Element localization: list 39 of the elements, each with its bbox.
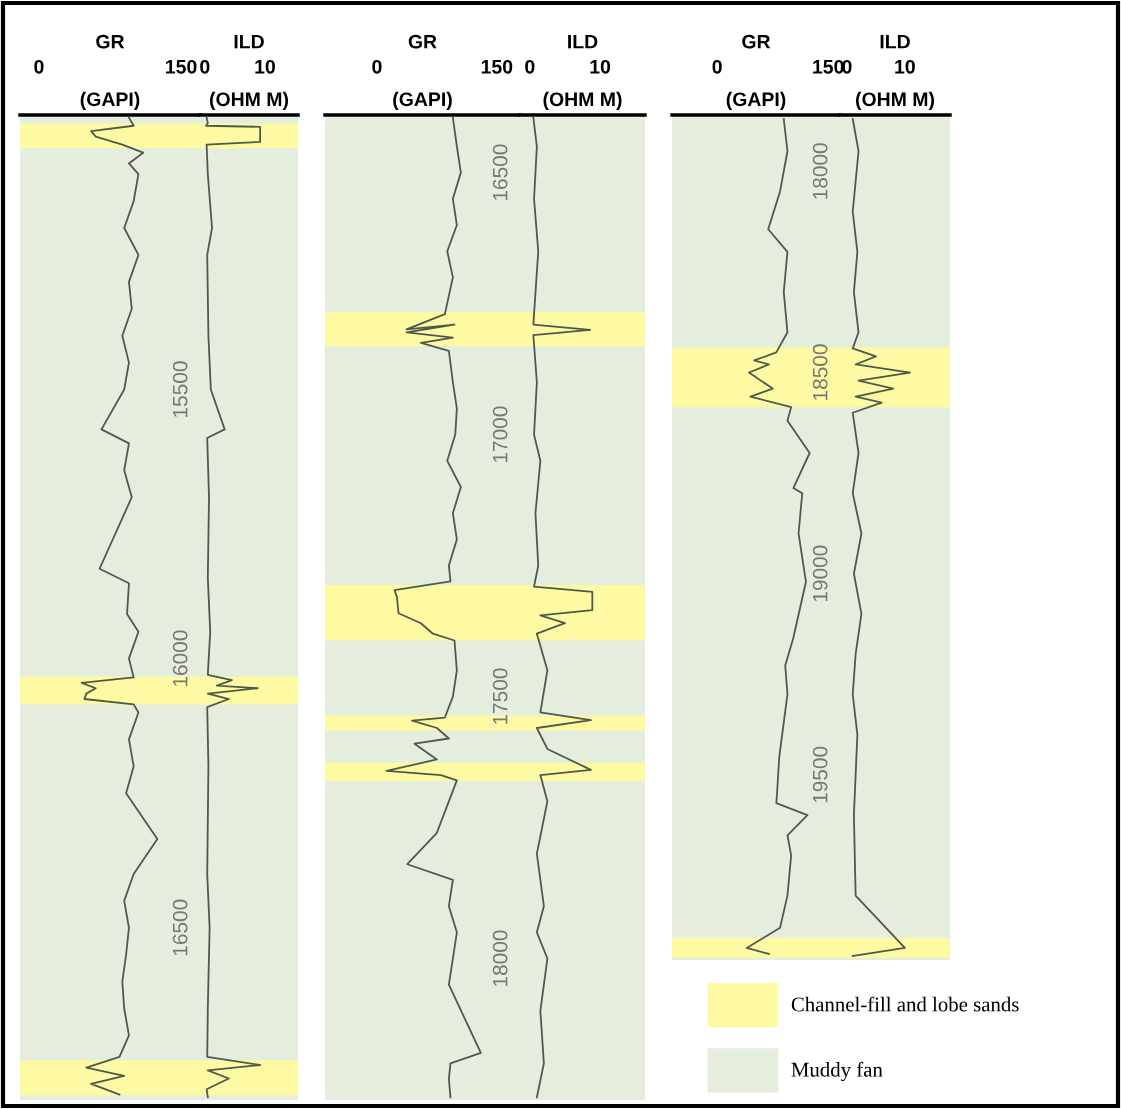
x-axis-title: (GAPI) (393, 91, 452, 110)
chart-title: ILD (880, 34, 910, 49)
y-tick-label: 19500 (812, 746, 828, 803)
y-tick-label: 17000 (492, 406, 508, 462)
chart-title: ILD (234, 34, 264, 49)
x-tick-label: 10 (590, 59, 611, 74)
chart-title: GR (742, 34, 771, 49)
line-series (80, 116, 159, 1096)
y-tick-label: 16000 (172, 630, 188, 687)
line-series (745, 118, 811, 955)
x-tick-label: 0 (34, 59, 44, 74)
chart-title: GR (96, 34, 125, 49)
y-tick-label: 18000 (812, 143, 828, 199)
y-tick-label: 18500 (812, 344, 828, 400)
x-axis-title: (OHM M) (543, 91, 622, 110)
x-tick-label: 150 (813, 59, 844, 74)
line-series (385, 116, 482, 1099)
y-tick-label: 16500 (172, 899, 188, 956)
y-tick-label: 16500 (492, 144, 508, 201)
x-tick-label: 150 (166, 59, 197, 74)
chart-title: ILD (568, 34, 598, 49)
y-tick-label: 18000 (492, 930, 508, 986)
x-tick-label: 10 (255, 59, 275, 74)
x-tick-label: 0 (372, 59, 382, 74)
x-tick-label: 0 (712, 59, 722, 74)
x-tick-label: 0 (525, 59, 535, 74)
chart-title: GR (408, 34, 437, 49)
x-tick-label: 10 (895, 59, 915, 74)
y-tick-label: 15500 (172, 361, 188, 417)
legend-label: Muddy fan (791, 1061, 883, 1082)
x-tick-label: 0 (200, 59, 210, 74)
y-tick-label: 19000 (812, 545, 828, 602)
x-axis-title: (OHM M) (856, 91, 934, 110)
x-axis-title: (OHM M) (210, 91, 288, 110)
y-tick-label: 17500 (492, 668, 508, 724)
x-axis-title: (GAPI) (80, 91, 140, 110)
x-tick-label: 150 (481, 59, 513, 74)
legend-label: Channel-fill and lobe sands (791, 996, 1019, 1012)
x-axis-title: (GAPI) (726, 91, 786, 110)
